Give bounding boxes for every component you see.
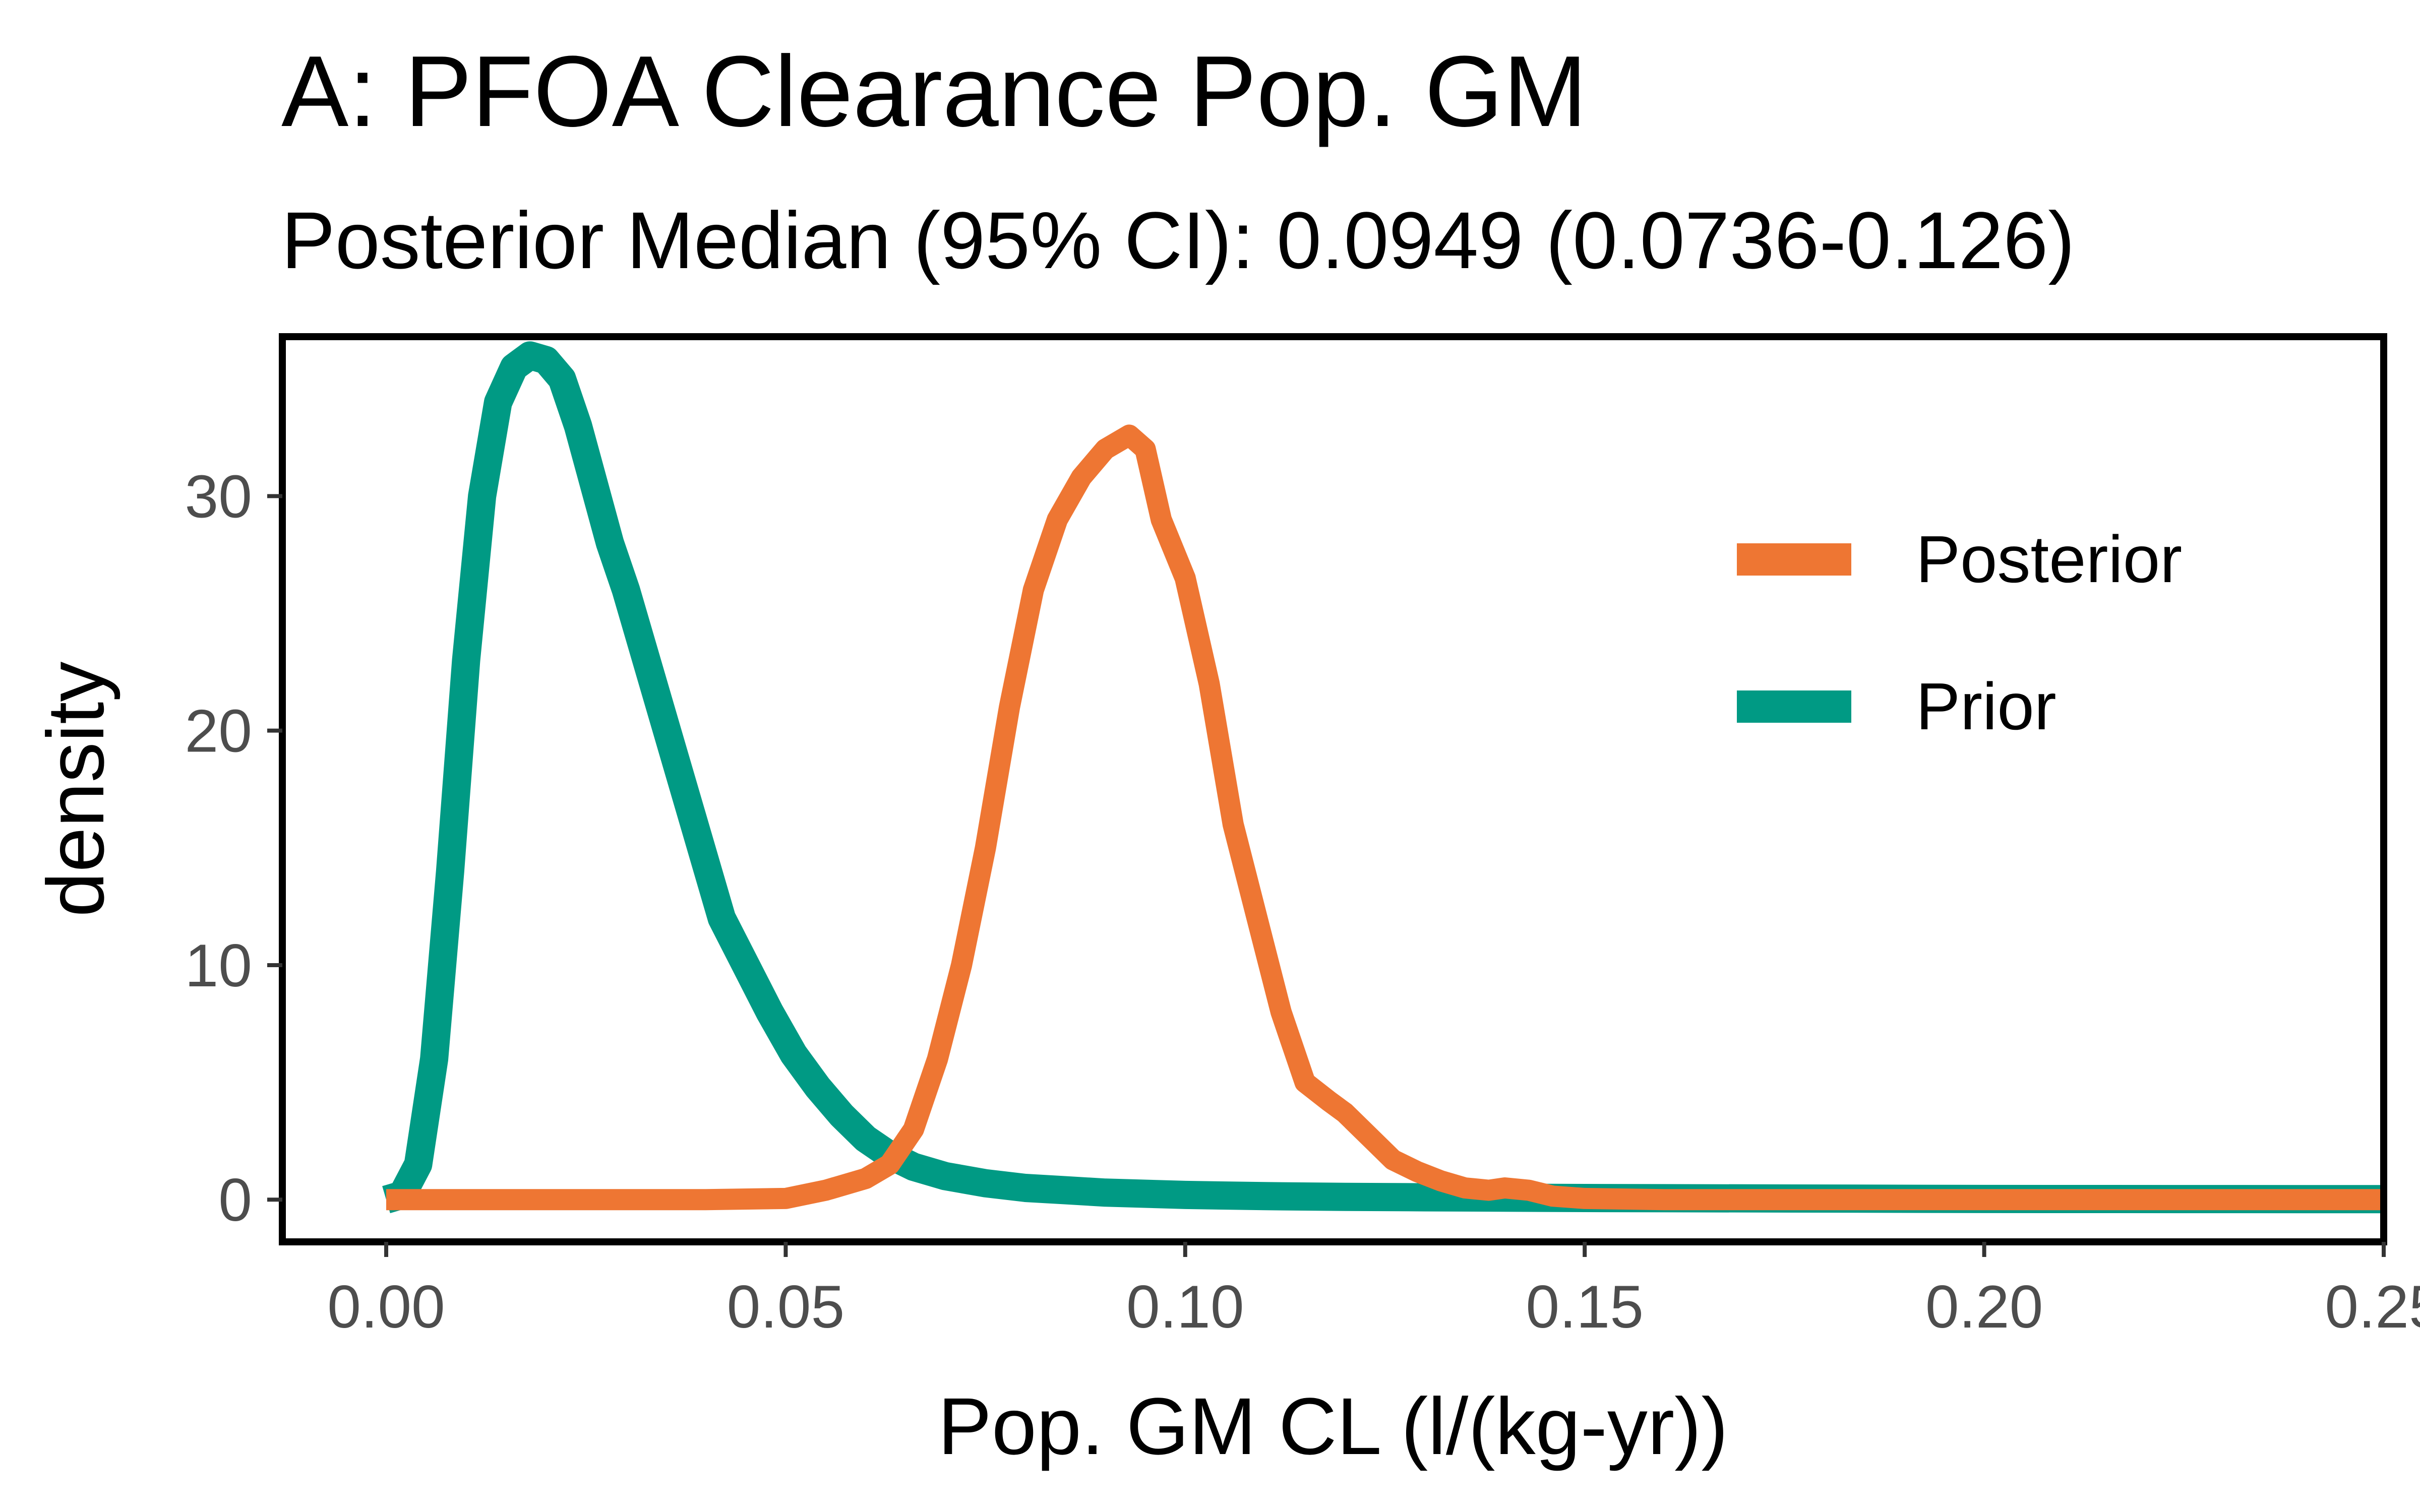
legend: Posterior Prior [1737, 522, 2182, 743]
y-tick-label: 30 [185, 463, 252, 530]
series-layer [382, 341, 2384, 1214]
plot-panel-border [279, 333, 2387, 1245]
y-axis: 0 10 20 30 [185, 463, 282, 1234]
x-tick-label: 0.25 [2325, 1273, 2420, 1341]
x-tick-label: 0.20 [1925, 1273, 2043, 1341]
x-tick-label: 0.15 [1526, 1273, 1644, 1341]
y-tick-label: 0 [218, 1166, 252, 1234]
chart-subtitle: Posterior Median (95% CI): 0.0949 (0.073… [281, 195, 2075, 285]
x-tick-label: 0.10 [1126, 1273, 1244, 1341]
x-tick-label: 0.05 [727, 1273, 845, 1341]
series-line-prior [382, 341, 2384, 1214]
legend-label-prior: Prior [1916, 669, 2056, 743]
legend-label-posterior: Posterior [1916, 522, 2182, 596]
y-tick-label: 20 [185, 698, 252, 765]
x-tick-label: 0.00 [327, 1273, 445, 1341]
x-axis-label: Pop. GM CL (l/(kg-yr)) [938, 1381, 1728, 1471]
series-line-posterior [386, 424, 2384, 1211]
y-tick-label: 10 [185, 932, 252, 999]
chart-title: A: PFOA Clearance Pop. GM [281, 35, 1587, 148]
x-axis: 0.00 0.05 0.10 0.15 0.20 0.25 [327, 1242, 2420, 1341]
y-axis-label: density [30, 662, 120, 917]
